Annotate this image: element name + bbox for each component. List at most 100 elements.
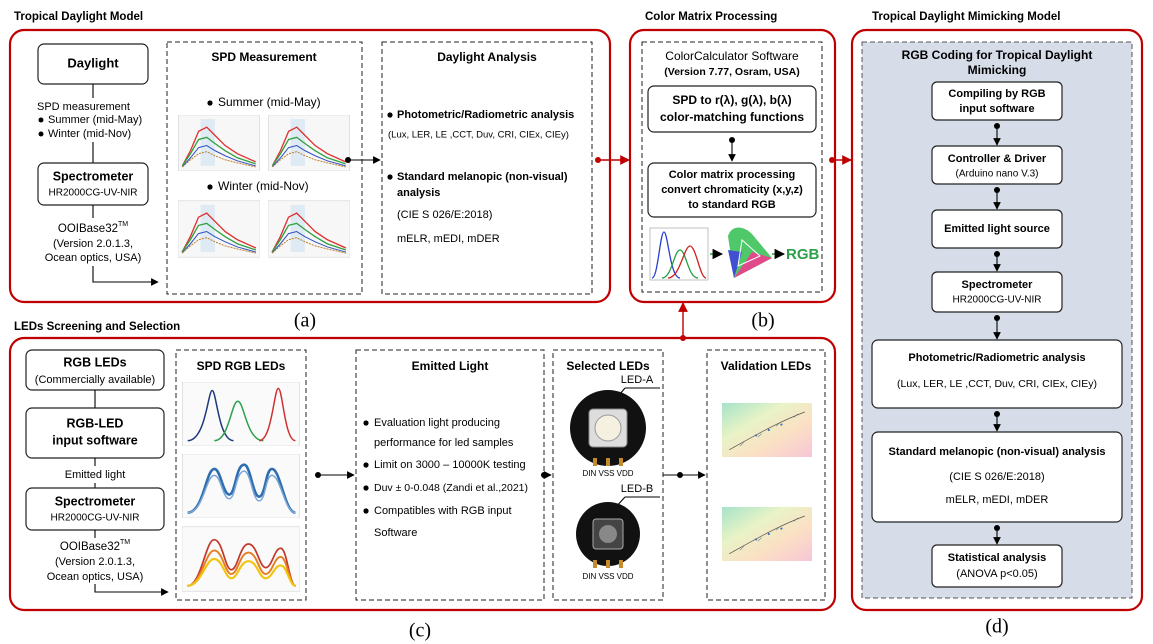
node-label: input software [959, 103, 1034, 115]
node-sublabel: HR2000CG-UV-NIR [953, 295, 1042, 306]
node-sublabel: (Arduino nano V.3) [955, 169, 1038, 180]
node-label: to standard RGB [688, 199, 775, 211]
bullet [39, 118, 44, 123]
label: (Version 7.77, Osram, USA) [664, 66, 799, 78]
label: Winter (mid-Nov) [48, 128, 131, 140]
node-label: SPD to r(λ), g(λ), b(λ) [672, 93, 791, 107]
label: Evaluation light producing [374, 417, 500, 429]
node-sublabel: mELR, mEDI, mDER [946, 494, 1049, 506]
node-label: Emitted light source [944, 223, 1050, 235]
bullet [207, 100, 212, 105]
node-sublabel: (Lux, LER, LE ,CCT, Duv, CRI, CIEx, CIEy… [897, 378, 1097, 390]
node-label: Compiling by RGB [948, 88, 1045, 100]
led-die [599, 525, 617, 543]
led-pin [606, 560, 610, 568]
bullet [387, 112, 392, 117]
node-label: Spectrometer [55, 494, 136, 508]
step-title: SPD Measurement [211, 50, 316, 64]
panel-title: Tropical Daylight Mimicking Model [872, 11, 1061, 23]
header: RGB Coding for Tropical Daylight [902, 48, 1093, 62]
label: Summer (mid-May) [48, 114, 142, 126]
label: Emitted light [65, 469, 126, 481]
bullet [39, 132, 44, 137]
panel-title: LEDs Screening and Selection [14, 321, 180, 333]
spd-plot [182, 454, 299, 518]
spd-plot [268, 115, 349, 171]
bullet [387, 174, 392, 179]
panel-label: (a) [294, 310, 316, 332]
bullet [207, 184, 212, 189]
node-label: Spectrometer [53, 169, 134, 183]
led-pin [593, 560, 597, 568]
step-title: Emitted Light [412, 359, 489, 373]
node-label: convert chromaticity (x,y,z) [661, 184, 803, 196]
led-pin [593, 458, 597, 466]
led-pin [606, 458, 610, 466]
cmf-plot [650, 228, 708, 280]
led-pin [619, 458, 623, 466]
node-label: Color matrix processing [669, 169, 796, 181]
pin-label: DIN VSS VDD [582, 469, 633, 478]
pin-label: DIN VSS VDD [582, 572, 633, 581]
node-label: color-matching functions [660, 110, 804, 124]
label: performance for led samples [374, 437, 514, 449]
software-detail: (Version 2.0.1.3, [55, 556, 135, 568]
node-label: Statistical analysis [948, 552, 1046, 564]
node-label: Spectrometer [962, 279, 1034, 291]
panel-label: (d) [985, 616, 1008, 638]
bullet [363, 420, 368, 425]
spd-plot [178, 201, 260, 257]
bullet [363, 485, 368, 490]
step-title: SPD RGB LEDs [197, 359, 286, 373]
step-box [707, 350, 825, 600]
step-title: Daylight Analysis [437, 50, 537, 64]
label: ColorCalculator Software [665, 49, 799, 63]
label: (Lux, LER, LE ,CCT, Duv, CRI, CIEx, CIEy… [388, 130, 569, 141]
step-box [382, 42, 592, 294]
bullet [363, 462, 368, 467]
diagram: Tropical Daylight Model Daylight SPD mea… [0, 0, 1153, 644]
node-sublabel: HR2000CG-UV-NIR [51, 513, 140, 524]
node-label: input software [52, 433, 137, 447]
spd-plot [182, 527, 300, 591]
label: SPD measurement [37, 101, 130, 113]
software-name: OOIBase32TM [60, 539, 130, 553]
node-label: RGB-LED [67, 416, 124, 430]
software-name: OOIBase32 [60, 541, 120, 553]
label: Photometric/Radiometric analysis [397, 109, 574, 121]
arrow [93, 266, 158, 282]
label: Limit on 3000 – 10000K testing [374, 459, 526, 471]
led-label: LED-B [621, 483, 653, 495]
label: Winter (mid-Nov) [218, 179, 309, 193]
step-title: Selected LEDs [566, 359, 650, 373]
node-label: Photometric/Radiometric analysis [908, 352, 1085, 364]
label: Summer (mid-May) [218, 95, 321, 109]
led-label: LED-A [621, 374, 654, 386]
node-sublabel: (CIE S 026/E:2018) [949, 471, 1044, 483]
software-detail: Ocean optics, USA) [45, 252, 142, 264]
output-label: RGB [786, 246, 820, 263]
step-box [356, 350, 544, 600]
spd-plot [178, 115, 259, 171]
spd-plot [182, 382, 299, 446]
node-sublabel: HR2000CG-UV-NIR [49, 188, 138, 199]
validation-plot [722, 507, 812, 561]
node-label: Standard melanopic (non-visual) analysis [889, 446, 1106, 458]
label: Duv ± 0-0.048 (Zandi et al.,2021) [374, 482, 528, 494]
panel-title: Tropical Daylight Model [14, 11, 143, 23]
label: Software [374, 527, 417, 539]
step-title: Validation LEDs [721, 359, 812, 373]
arrow [95, 584, 168, 592]
node-label: Controller & Driver [948, 153, 1047, 165]
node-label: RGB LEDs [63, 355, 126, 369]
trademark: TM [120, 539, 130, 546]
panel-label: (b) [751, 310, 774, 332]
led-pin [619, 560, 623, 568]
panel-label: (c) [409, 620, 431, 642]
node-sublabel: (Commercially available) [35, 374, 155, 386]
node-sublabel: (ANOVA p<0.05) [956, 568, 1037, 580]
label: analysis [397, 187, 440, 199]
software-detail: Ocean optics, USA) [47, 571, 144, 583]
label: Compatibles with RGB input [374, 505, 512, 517]
header: Mimicking [968, 63, 1027, 77]
